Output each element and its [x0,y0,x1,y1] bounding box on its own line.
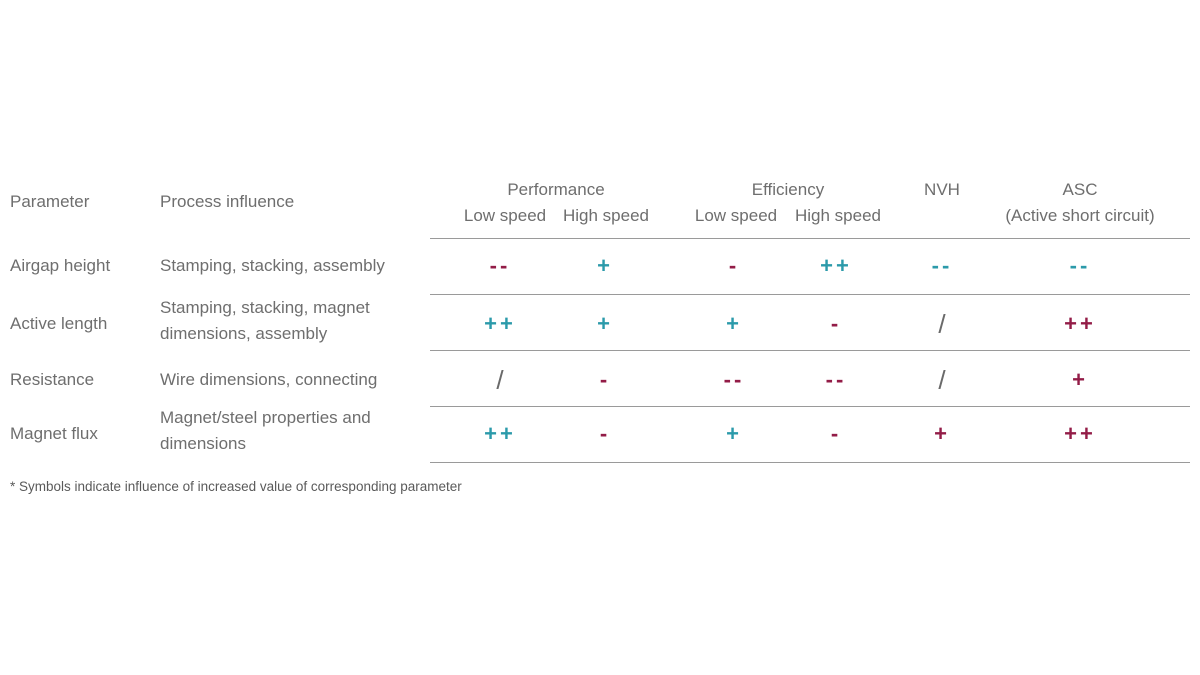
symbol-performance-high: + [597,311,613,336]
table-divider [430,462,1190,463]
header-parameter: Parameter [10,192,90,211]
header-performance-high-speed: High speed [562,206,650,225]
symbol-efficiency-high: - [830,421,842,446]
symbol-efficiency-low: - [728,253,740,278]
symbol-asc: -- [1069,253,1091,278]
symbol-efficiency-high: -- [825,367,847,392]
row-parameter: Resistance [10,370,95,389]
symbol-nvh: / [938,309,946,339]
symbol-performance-low: ++ [484,311,516,336]
header-efficiency: Efficiency [751,180,825,199]
header-process-influence: Process influence [160,192,295,211]
row-parameter: Airgap height [10,256,111,275]
symbol-performance-low: -- [489,253,511,278]
symbol-performance-high: + [597,253,613,278]
row-process: Stamping, stacking, assembly [160,256,385,275]
table-divider [430,350,1190,351]
symbol-asc: + [1072,367,1088,392]
symbol-performance-high: - [599,421,611,446]
header-efficiency-low-speed: Low speed [694,206,778,225]
table-divider [430,406,1190,407]
symbol-efficiency-high: - [830,311,842,336]
table-divider [430,238,1190,239]
table-divider [430,294,1190,295]
symbol-performance-low: ++ [484,421,516,446]
header-nvh: NVH [924,180,960,199]
header-asc-subtitle: (Active short circuit) [1005,206,1155,225]
symbol-nvh: / [938,365,946,395]
symbol-performance-low: / [496,365,504,395]
symbol-asc: ++ [1064,311,1096,336]
row-process: Magnet/steel properties and dimensions [160,408,371,453]
row-process: Wire dimensions, connecting [160,370,378,389]
header-performance-low-speed: Low speed [463,206,547,225]
symbol-nvh: -- [931,253,953,278]
header-asc: ASC [1062,180,1098,199]
row-parameter: Magnet flux [10,424,98,443]
row-process: Stamping, stacking, magnet dimensions, a… [160,298,370,343]
row-parameter: Active length [10,314,108,333]
symbol-asc: ++ [1064,421,1096,446]
symbol-efficiency-low: + [726,421,742,446]
symbol-efficiency-low: -- [723,367,745,392]
symbol-efficiency-low: + [726,311,742,336]
footnote: * Symbols indicate influence of increase… [10,479,462,494]
header-performance: Performance [507,180,605,199]
header-efficiency-high-speed: High speed [794,206,882,225]
symbol-performance-high: - [599,367,611,392]
symbol-nvh: + [934,421,950,446]
symbol-efficiency-high: ++ [820,253,852,278]
